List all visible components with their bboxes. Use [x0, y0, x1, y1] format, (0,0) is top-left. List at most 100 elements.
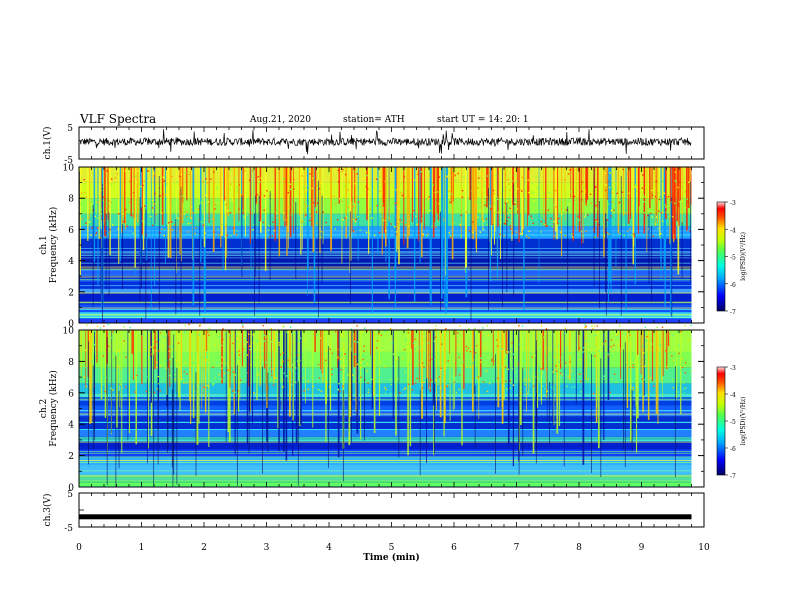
spectral-speckle: [96, 192, 99, 194]
spectral-speckle: [262, 221, 265, 224]
spectral-speckle: [340, 171, 343, 173]
spectral-speckle: [438, 202, 440, 205]
spectral-speckle: [555, 353, 558, 356]
spectral-speckle: [512, 384, 515, 386]
spectral-speckle: [243, 170, 246, 172]
spectral-speckle: [608, 233, 610, 235]
spectral-speckle: [434, 359, 436, 361]
spectral-speckle: [256, 193, 258, 196]
spectral-speckle: [654, 195, 657, 198]
spectral-speckle: [566, 385, 568, 388]
spectral-speckle: [281, 362, 284, 364]
spectral-speckle: [235, 234, 238, 236]
spectral-speckle: [116, 173, 119, 175]
spectral-speckle: [416, 377, 418, 380]
spectral-speckle: [633, 361, 636, 364]
spectral-speckle: [506, 213, 509, 215]
spectral-speckle: [416, 189, 419, 191]
spectral-speckle: [119, 367, 121, 370]
spectral-speckle: [681, 358, 684, 361]
ch3-ytick-label: 5: [67, 490, 73, 500]
spectral-speckle: [597, 387, 599, 390]
spectral-speckle: [622, 168, 624, 171]
spectral-speckle: [436, 391, 438, 394]
spectral-speckle: [486, 224, 489, 226]
spectral-speckle: [436, 199, 438, 201]
spectral-speckle: [381, 203, 384, 205]
spectral-speckle: [347, 180, 350, 183]
spectral-speckle: [629, 366, 631, 369]
spectral-speckle: [442, 218, 445, 221]
spectral-speckle: [661, 180, 664, 182]
spectral-speckle: [232, 342, 234, 345]
spectral-speckle: [194, 232, 196, 235]
spectral-speckle: [200, 221, 202, 223]
spectral-speckle: [80, 171, 83, 174]
spectral-speckle: [187, 222, 190, 225]
spectral-speckle: [328, 172, 330, 174]
spectral-speckle: [306, 205, 309, 207]
spectral-speckle: [486, 390, 489, 393]
spectral-speckle: [514, 371, 516, 373]
spectral-speckle: [124, 170, 127, 172]
spectral-speckle: [543, 336, 545, 339]
spectral-speckle: [99, 178, 101, 180]
spectral-speckle: [609, 172, 611, 174]
spectral-speckle: [199, 325, 201, 327]
spectral-speckle: [378, 231, 381, 234]
spectral-speckle: [123, 340, 125, 342]
spectral-speckle: [136, 181, 138, 183]
spectral-speckle: [196, 206, 198, 208]
frequency-band: [79, 330, 692, 352]
spectral-speckle: [336, 219, 339, 221]
spectral-speckle: [223, 197, 226, 200]
spectral-speckle: [366, 174, 368, 177]
spectral-speckle: [656, 326, 658, 329]
spectral-speckle: [431, 380, 433, 383]
spectral-speckle: [296, 354, 299, 356]
spectral-speckle: [457, 172, 459, 175]
spectral-speckle: [472, 221, 474, 223]
colorbar-tick-label: -4: [730, 392, 736, 399]
spectral-speckle: [628, 196, 630, 199]
spectral-speckle: [94, 206, 96, 208]
spectral-speckle: [207, 331, 209, 334]
spectral-speckle: [672, 386, 674, 389]
spectral-speckle: [371, 378, 373, 381]
spectral-speckle: [595, 334, 597, 336]
spectral-speckle: [660, 233, 662, 235]
spectral-speckle: [420, 171, 422, 173]
spectral-speckle: [311, 177, 314, 179]
spectral-speckle: [659, 236, 661, 239]
spectral-speckle: [260, 177, 262, 179]
spectral-speckle: [422, 342, 424, 344]
spectral-speckle: [647, 214, 649, 217]
spectral-speckle: [483, 199, 485, 202]
spectral-speckle: [273, 229, 276, 232]
spectral-speckle: [117, 372, 119, 374]
spectral-speckle: [677, 344, 680, 347]
frequency-band: [79, 482, 692, 487]
spectral-speckle: [336, 388, 339, 390]
spectral-speckle: [658, 210, 660, 212]
spectral-speckle: [641, 187, 644, 189]
spectral-speckle: [165, 367, 168, 370]
spectral-speckle: [559, 231, 562, 233]
spectral-speckle: [104, 390, 106, 393]
spectral-speckle: [544, 388, 546, 390]
ch3-ylabel-line: ch.3(V): [42, 494, 53, 527]
spectral-speckle: [134, 376, 137, 379]
spectral-speckle: [144, 189, 146, 191]
spectral-speckle: [440, 367, 442, 369]
spectral-speckle: [390, 378, 392, 381]
spectral-speckle: [337, 348, 340, 351]
x-tick-label: 5: [389, 543, 395, 553]
spectral-speckle: [610, 215, 612, 217]
ch1-spectrogram-panel: 0 2 4 6 8 10 ch.1Frequency (kHz): [39, 164, 705, 330]
spectral-speckle: [429, 209, 432, 212]
spectral-speckle: [660, 354, 663, 356]
spectral-speckle: [489, 356, 491, 358]
spectral-speckle: [595, 204, 597, 207]
spectral-speckle: [521, 325, 524, 327]
spectral-speckle: [509, 382, 512, 384]
